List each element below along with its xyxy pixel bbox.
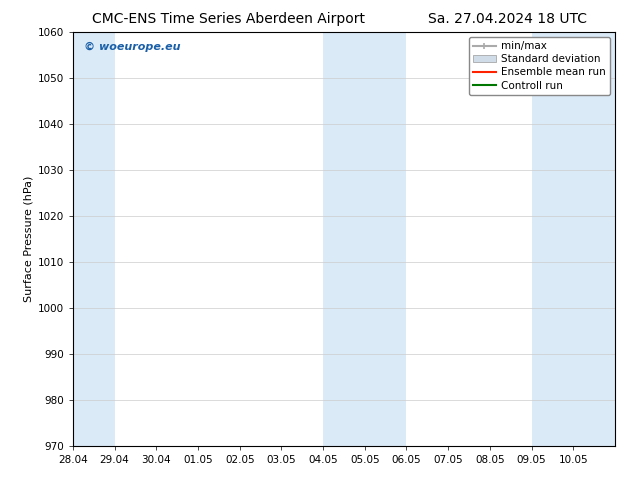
- Legend: min/max, Standard deviation, Ensemble mean run, Controll run: min/max, Standard deviation, Ensemble me…: [469, 37, 610, 95]
- Text: CMC-ENS Time Series Aberdeen Airport: CMC-ENS Time Series Aberdeen Airport: [92, 12, 365, 26]
- Bar: [531, 32, 615, 446]
- Text: Sa. 27.04.2024 18 UTC: Sa. 27.04.2024 18 UTC: [428, 12, 586, 26]
- Bar: [73, 32, 115, 446]
- Bar: [323, 32, 406, 446]
- Y-axis label: Surface Pressure (hPa): Surface Pressure (hPa): [23, 176, 34, 302]
- Text: © woeurope.eu: © woeurope.eu: [84, 42, 180, 52]
